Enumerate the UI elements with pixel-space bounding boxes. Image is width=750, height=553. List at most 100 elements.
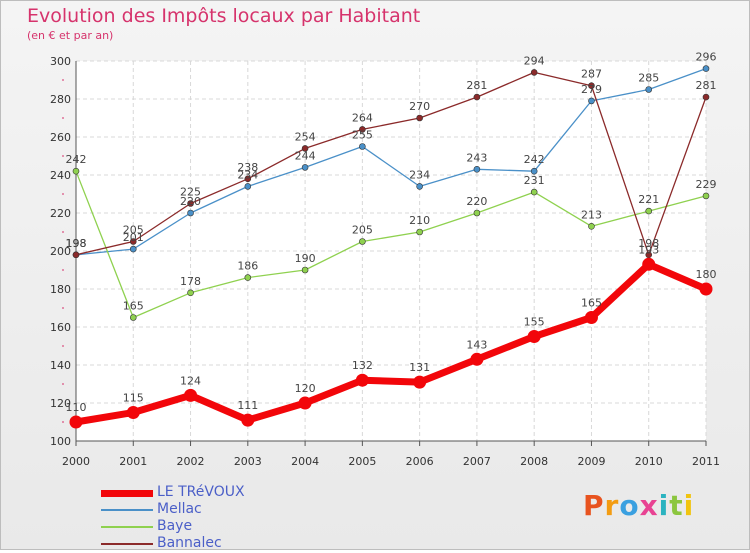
logo-letter: i	[683, 489, 695, 522]
data-label-baye: 205	[352, 224, 373, 237]
x-tick-label: 2005	[348, 455, 376, 468]
data-point-baye	[473, 209, 481, 217]
legend-label: Baye	[157, 518, 193, 534]
y-tick-label: 200	[50, 245, 71, 258]
y-tick-label: 120	[50, 397, 71, 410]
legend-label: Bannalec	[157, 535, 222, 551]
data-label-baye: 242	[66, 153, 87, 166]
x-tick-label: 2001	[119, 455, 147, 468]
chart-title: Evolution des Impôts locaux par Habitant	[27, 5, 421, 27]
data-point-baye	[244, 274, 252, 281]
y-tick-label: 220	[50, 207, 71, 220]
data-point-baye	[530, 188, 538, 196]
legend-swatch	[101, 526, 153, 528]
legend-swatch	[101, 489, 153, 497]
series-layer	[69, 65, 713, 429]
series-line-mellac	[75, 67, 707, 256]
data-label-le-tr-voux: 143	[466, 338, 487, 351]
x-tick-label: 2011	[692, 455, 720, 468]
data-label-bannalec: 225	[180, 186, 201, 199]
data-point-baye	[129, 314, 137, 321]
data-point-baye	[359, 238, 366, 245]
data-label-baye: 221	[638, 193, 659, 206]
series-line-baye	[75, 170, 707, 319]
data-label-mellac: 198	[66, 237, 87, 250]
data-point-baye	[72, 167, 80, 175]
data-label-mellac: 242	[524, 153, 545, 166]
chart-subtitle: (en € et par an)	[27, 29, 114, 42]
data-point-bannalec	[702, 93, 710, 101]
series-line-le-tr-voux	[75, 260, 708, 426]
data-label-le-tr-voux: 131	[409, 361, 430, 374]
data-label-bannalec: 287	[581, 68, 602, 81]
y-tick-label: 260	[50, 131, 71, 144]
data-point-baye	[187, 289, 194, 297]
data-point-le-tr-voux	[413, 375, 427, 389]
data-label-bannalec: 281	[696, 79, 717, 92]
data-point-bannalec	[301, 145, 309, 152]
y-tick-label: 180	[50, 283, 71, 296]
y-tick-label: 160	[50, 321, 71, 334]
data-label-bannalec: 281	[466, 79, 487, 92]
data-point-mellac	[702, 65, 710, 72]
data-point-bannalec	[473, 93, 481, 101]
data-point-bannalec	[359, 126, 366, 133]
data-label-mellac: 279	[581, 83, 602, 96]
data-label-bannalec: 198	[638, 237, 659, 250]
data-label-le-tr-voux: 165	[581, 297, 602, 310]
proxiti-logo: Proxiti	[583, 489, 694, 522]
y-tick-label: 240	[50, 169, 71, 182]
data-label-mellac: 201	[123, 231, 144, 244]
data-label-mellac: 234	[237, 168, 258, 181]
data-label-baye: 229	[696, 178, 717, 191]
data-point-mellac	[530, 167, 538, 175]
data-label-bannalec: 238	[237, 161, 258, 174]
data-label-baye: 231	[524, 174, 545, 187]
data-point-le-tr-voux	[355, 373, 369, 387]
data-point-bannalec	[244, 175, 252, 183]
data-label-baye: 165	[123, 300, 144, 313]
legend-swatch	[101, 543, 153, 545]
logo-letter: o	[619, 489, 640, 522]
x-tick-label: 2010	[635, 455, 663, 468]
data-point-mellac	[473, 166, 481, 173]
logo-letter: t	[669, 489, 684, 522]
x-tick-label: 2002	[177, 455, 205, 468]
x-tick-label: 2003	[234, 455, 262, 468]
data-label-mellac: 285	[638, 72, 659, 85]
data-point-le-tr-voux	[184, 388, 198, 402]
data-label-le-tr-voux: 120	[295, 382, 316, 395]
data-point-mellac	[301, 164, 309, 171]
data-label-mellac: 220	[180, 195, 201, 208]
data-label-le-tr-voux: 115	[123, 392, 144, 405]
data-label-bannalec: 254	[295, 130, 316, 143]
data-label-baye: 190	[295, 252, 316, 265]
data-point-baye	[588, 223, 595, 230]
data-point-le-tr-voux	[241, 413, 255, 427]
y-tick-label: 300	[50, 55, 71, 68]
data-label-mellac: 243	[466, 151, 487, 164]
data-point-le-tr-voux	[642, 257, 656, 271]
legend-label: LE TRéVOUX	[157, 484, 245, 500]
legend-label: Mellac	[157, 501, 202, 517]
data-point-bannalec	[129, 238, 137, 245]
data-label-mellac: 296	[696, 51, 717, 64]
legend-swatch	[101, 509, 153, 511]
logo-letter: x	[639, 489, 659, 522]
data-label-baye: 220	[466, 195, 487, 208]
data-label-le-tr-voux: 124	[180, 374, 201, 387]
x-tick-label: 2000	[62, 455, 90, 468]
x-tick-label: 2009	[577, 455, 605, 468]
data-label-le-tr-voux: 193	[638, 243, 659, 256]
data-point-mellac	[244, 183, 252, 190]
data-point-bannalec	[416, 114, 423, 122]
data-label-mellac: 255	[352, 129, 373, 142]
logo-letter: r	[604, 489, 620, 522]
data-point-mellac	[588, 97, 595, 105]
data-label-le-tr-voux: 111	[237, 399, 258, 412]
data-point-le-tr-voux	[527, 330, 541, 343]
data-point-le-tr-voux	[470, 352, 484, 366]
data-label-baye: 210	[409, 214, 430, 227]
data-point-baye	[416, 228, 423, 236]
